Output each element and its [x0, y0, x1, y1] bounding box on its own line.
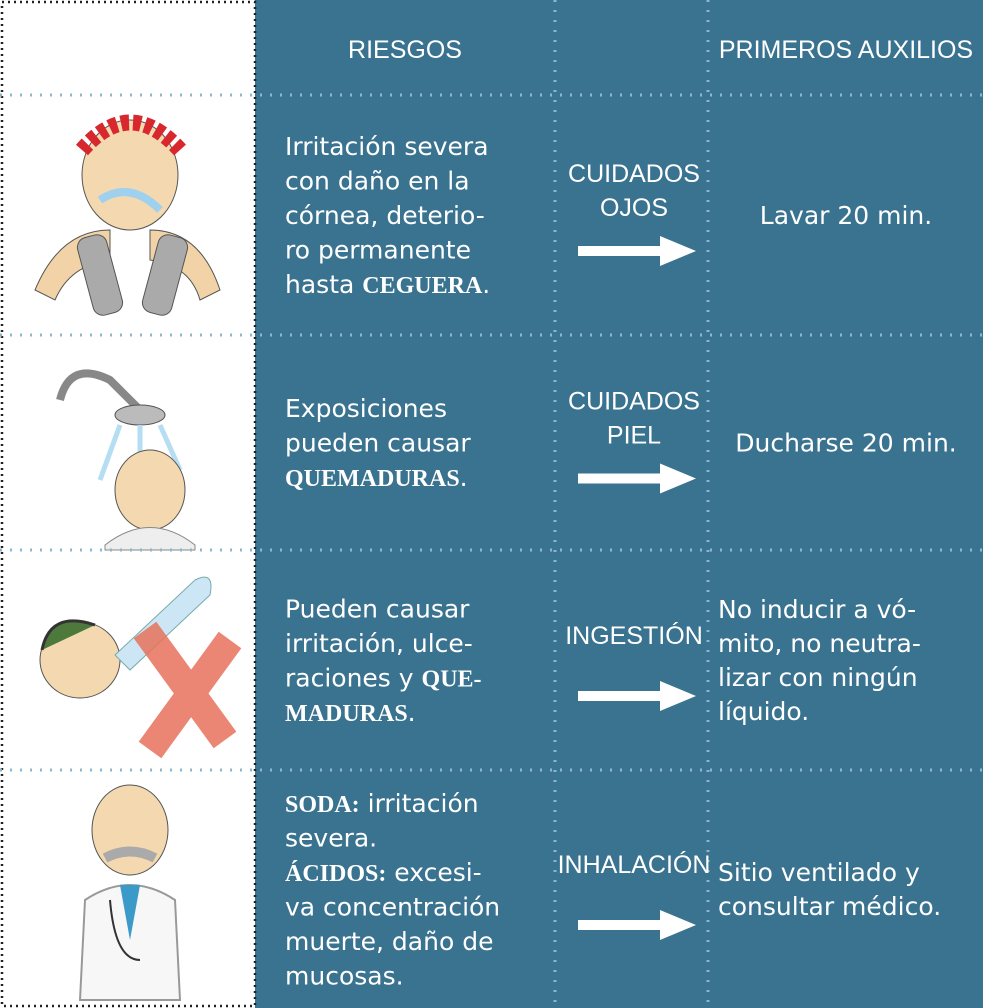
risk-text: Exposiciones	[285, 394, 447, 423]
first-aid-text: No inducir a vó-	[718, 595, 916, 624]
risk-text: va concentración	[285, 892, 500, 921]
risk-emphasis: QUE-	[422, 666, 482, 692]
risk-text: ÁCIDOS: excesi-	[285, 858, 482, 887]
first-aid-text: Lavar 20 min.	[760, 201, 932, 230]
care-label: CUIDADOS	[568, 388, 700, 416]
risk-text: muerte, daño de	[285, 927, 493, 956]
risk-text: raciones y QUE-	[285, 663, 482, 692]
arrow	[578, 463, 696, 494]
risk-segment: .	[408, 698, 416, 727]
care-label: INHALACIÓN	[558, 850, 711, 879]
risk-text: severa.	[285, 823, 377, 852]
first-aid-text: mito, no neutra-	[718, 629, 921, 658]
risk-text: ro permanente	[285, 236, 471, 265]
risk-segment: .	[482, 270, 490, 299]
image-column-border	[0, 0, 257, 1008]
risk-emphasis: ÁCIDOS:	[285, 861, 386, 887]
shower-illustration	[56, 369, 196, 551]
care-label: CUIDADOS	[568, 160, 700, 188]
first-aid-text: líquido.	[718, 697, 809, 726]
risk-segment: con daño en la	[285, 167, 470, 196]
risk-text: pueden causar	[285, 429, 471, 458]
risk-emphasis: MADURAS	[285, 701, 408, 727]
risk-segment: .	[460, 463, 468, 492]
risk-text: QUEMADURAS.	[285, 463, 468, 492]
risk-segment: pueden causar	[285, 429, 471, 458]
risk-segment: Pueden causar	[285, 594, 470, 623]
first-aid-text: consultar médico.	[718, 892, 941, 921]
risk-segment: irritación, ulce-	[285, 629, 473, 658]
first-aid-text: Ducharse 20 min.	[735, 429, 956, 458]
doctor-illustration	[78, 784, 182, 1001]
ingestion-illustration	[39, 576, 242, 759]
risk-segment: va concentración	[285, 892, 500, 921]
risk-emphasis: QUEMADURAS	[285, 466, 460, 492]
arrow	[578, 236, 696, 266]
header-first-aid: PRIMEROS AUXILIOS	[719, 36, 973, 64]
risk-segment: Exposiciones	[285, 394, 447, 423]
first-aid-text: lizar con ningún	[718, 663, 918, 692]
table-panel	[255, 0, 983, 1008]
risk-text: hasta CEGUERA.	[285, 270, 490, 299]
care-label: OJOS	[600, 194, 668, 222]
arrow	[578, 910, 696, 940]
eye-wash-illustration	[34, 114, 221, 316]
risk-emphasis: CEGUERA	[362, 273, 483, 299]
header-risks: RIESGOS	[348, 36, 462, 64]
risk-segment: muerte, daño de	[285, 927, 493, 956]
risk-segment: raciones y	[285, 663, 422, 692]
risk-text: mucosas.	[285, 961, 404, 990]
care-label: PIEL	[607, 422, 661, 450]
risk-segment: hasta	[285, 270, 362, 299]
risk-segment: irritación	[360, 789, 479, 818]
risk-text: irritación, ulce-	[285, 629, 473, 658]
risk-text: SODA: irritación	[285, 789, 479, 818]
risk-segment: Irritación severa	[285, 132, 489, 161]
care-label: INGESTIÓN	[565, 621, 703, 650]
risk-text: Irritación severa	[285, 132, 489, 161]
risk-segment: excesi-	[386, 858, 481, 887]
first-aid-text: Sitio ventilado y	[718, 858, 920, 887]
risk-segment: mucosas.	[285, 961, 404, 990]
risk-segment: ro permanente	[285, 236, 471, 265]
risk-text: con daño en la	[285, 167, 470, 196]
risk-text: Pueden causar	[285, 594, 470, 623]
risk-emphasis: SODA:	[285, 792, 360, 818]
risk-segment: severa.	[285, 823, 377, 852]
risk-text: córnea, deterio-	[285, 201, 485, 230]
arrow	[578, 681, 696, 711]
risk-text: MADURAS.	[285, 698, 416, 727]
risk-segment: córnea, deterio-	[285, 201, 485, 230]
